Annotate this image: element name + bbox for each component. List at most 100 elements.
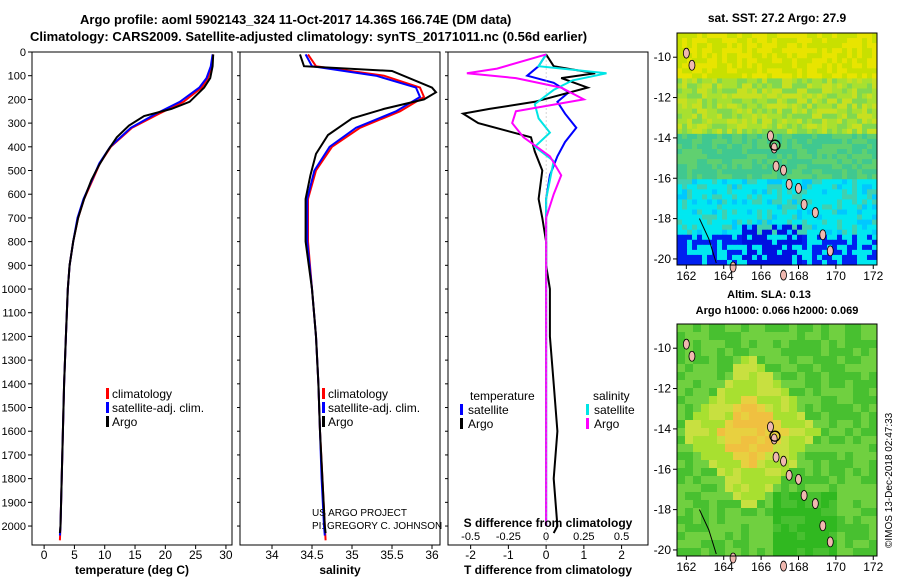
map-cell	[702, 43, 708, 49]
map-cell	[732, 68, 738, 74]
map-cell	[757, 476, 766, 485]
map-cell	[827, 113, 833, 120]
map-cell	[777, 249, 783, 256]
map-cell	[757, 43, 763, 49]
map-cell	[733, 492, 742, 501]
map-cell	[762, 118, 768, 125]
map-cell	[767, 78, 773, 84]
map-cell	[782, 239, 788, 246]
map-cell	[805, 372, 814, 381]
map-cell	[777, 224, 783, 231]
map-cell	[757, 98, 763, 105]
map-cell	[687, 259, 693, 266]
map-cell	[852, 234, 858, 241]
map-cell	[722, 33, 728, 39]
map-cell	[782, 93, 788, 99]
x-tick-label: 1	[581, 548, 588, 562]
map-cell	[701, 332, 710, 341]
map-cell	[852, 249, 858, 256]
map-cell	[767, 224, 773, 231]
map-cell	[697, 138, 703, 145]
map-cell	[709, 396, 718, 405]
map-cell	[822, 209, 828, 215]
map-cell	[677, 500, 686, 509]
map-cell	[812, 108, 818, 115]
map-cell	[832, 239, 838, 246]
map-cell	[737, 68, 743, 74]
map-cell	[701, 492, 710, 501]
map-cell	[727, 224, 733, 231]
map-cell	[857, 184, 863, 190]
map-cell	[701, 460, 710, 469]
map-cell	[709, 452, 718, 461]
map-cell	[852, 73, 858, 79]
map-cell	[867, 259, 873, 266]
map-cell	[737, 43, 743, 49]
map-cell	[817, 113, 823, 120]
map-cell	[757, 194, 763, 200]
map-cell	[829, 476, 838, 485]
map-cell	[693, 540, 702, 549]
map-cell	[697, 53, 703, 59]
map-cell	[832, 118, 838, 125]
map-cell	[752, 83, 758, 89]
map-cell	[837, 138, 843, 145]
map-cell	[707, 209, 713, 215]
map-cell	[853, 484, 862, 493]
island-shape	[826, 536, 834, 548]
reef-outline	[698, 509, 717, 555]
map-cell	[727, 43, 733, 49]
map-cell	[797, 364, 806, 373]
map-cell	[857, 244, 863, 251]
map-cell	[687, 38, 693, 44]
map-cell	[782, 234, 788, 241]
map-cell	[677, 103, 683, 110]
map-cell	[742, 78, 748, 84]
map-cell	[709, 428, 718, 437]
map-cell	[757, 68, 763, 74]
map-cell	[852, 128, 858, 135]
map-y-tick-label: -16	[654, 462, 672, 476]
map-cell	[837, 159, 843, 165]
map-cell	[813, 404, 822, 413]
map-y-tick-label: -10	[654, 341, 672, 355]
map-cell	[862, 53, 868, 59]
map-cell	[861, 460, 870, 469]
map-cell	[777, 78, 783, 84]
map-cell	[861, 412, 870, 421]
map-cell	[752, 53, 758, 59]
map-cell	[682, 73, 688, 79]
map-cell	[693, 412, 702, 421]
map-cell	[782, 184, 788, 190]
map-cell	[853, 524, 862, 533]
map-cell	[847, 108, 853, 115]
map-cell	[677, 179, 683, 185]
map-cell	[697, 143, 703, 150]
map-cell	[733, 444, 742, 453]
map-cell	[822, 123, 828, 130]
y-tick-label: 900	[8, 260, 26, 272]
map-cell	[867, 48, 873, 54]
map-cell	[747, 249, 753, 256]
map-cell	[701, 524, 710, 533]
map-cell	[725, 548, 734, 557]
map-cell	[805, 420, 814, 429]
map-cell	[847, 179, 853, 185]
map-cell	[757, 159, 763, 165]
map-cell	[837, 254, 843, 261]
map-cell	[829, 500, 838, 509]
map-cell	[732, 189, 738, 195]
map-cell	[712, 128, 718, 135]
map-y-tick-label: -16	[654, 171, 672, 185]
map-cell	[807, 204, 813, 210]
map-cell	[722, 169, 728, 175]
map-cell	[827, 48, 833, 54]
map-cell	[857, 159, 863, 165]
map-cell	[737, 48, 743, 54]
map-cell	[727, 33, 733, 39]
map-cell	[773, 484, 782, 493]
map-cell	[862, 128, 868, 135]
map-cell	[702, 88, 708, 94]
map-cell	[853, 396, 862, 405]
map-cell	[827, 204, 833, 210]
